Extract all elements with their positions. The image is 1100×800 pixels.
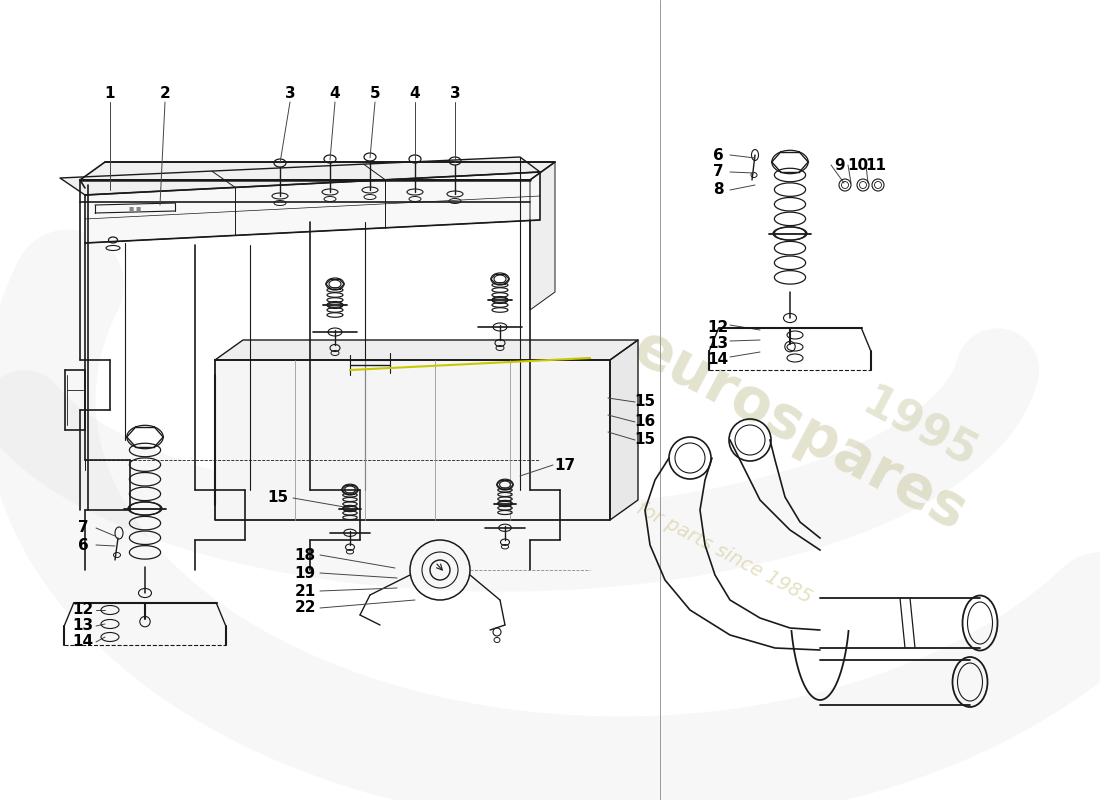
Text: 15: 15 [635, 394, 656, 410]
Polygon shape [60, 157, 540, 195]
Text: a passion for parts since 1985: a passion for parts since 1985 [546, 453, 814, 607]
Text: ■ ■: ■ ■ [129, 206, 141, 211]
Text: 13: 13 [73, 618, 94, 634]
Text: 14: 14 [707, 353, 728, 367]
Text: 12: 12 [73, 602, 94, 618]
Polygon shape [610, 340, 638, 520]
Text: 10: 10 [847, 158, 869, 173]
Text: 15: 15 [267, 490, 288, 506]
Text: 21: 21 [295, 583, 316, 598]
Text: 11: 11 [866, 158, 887, 173]
Polygon shape [214, 360, 610, 520]
Text: 16: 16 [635, 414, 656, 430]
Text: 17: 17 [554, 458, 575, 473]
Text: 12: 12 [707, 321, 728, 335]
Polygon shape [85, 172, 540, 243]
Text: eurospares: eurospares [624, 318, 977, 542]
Text: 9: 9 [835, 158, 845, 173]
Polygon shape [530, 162, 556, 310]
Text: 22: 22 [295, 601, 316, 615]
Text: 4: 4 [330, 86, 340, 101]
Text: 14: 14 [73, 634, 94, 650]
Text: 3: 3 [450, 86, 460, 101]
Text: 19: 19 [295, 566, 316, 581]
Text: 18: 18 [295, 547, 316, 562]
Text: 1: 1 [104, 86, 116, 101]
Polygon shape [80, 162, 556, 180]
Text: 1995: 1995 [856, 382, 984, 478]
Text: 6: 6 [78, 538, 88, 553]
Text: 7: 7 [713, 165, 724, 179]
Text: 6: 6 [713, 147, 724, 162]
Text: 3: 3 [285, 86, 295, 101]
Text: 4: 4 [409, 86, 420, 101]
Text: 13: 13 [707, 337, 728, 351]
Polygon shape [214, 340, 638, 360]
Text: 5: 5 [370, 86, 381, 101]
Text: 7: 7 [78, 521, 88, 535]
Text: 15: 15 [635, 433, 656, 447]
Text: 2: 2 [160, 86, 170, 101]
Text: 8: 8 [713, 182, 724, 198]
